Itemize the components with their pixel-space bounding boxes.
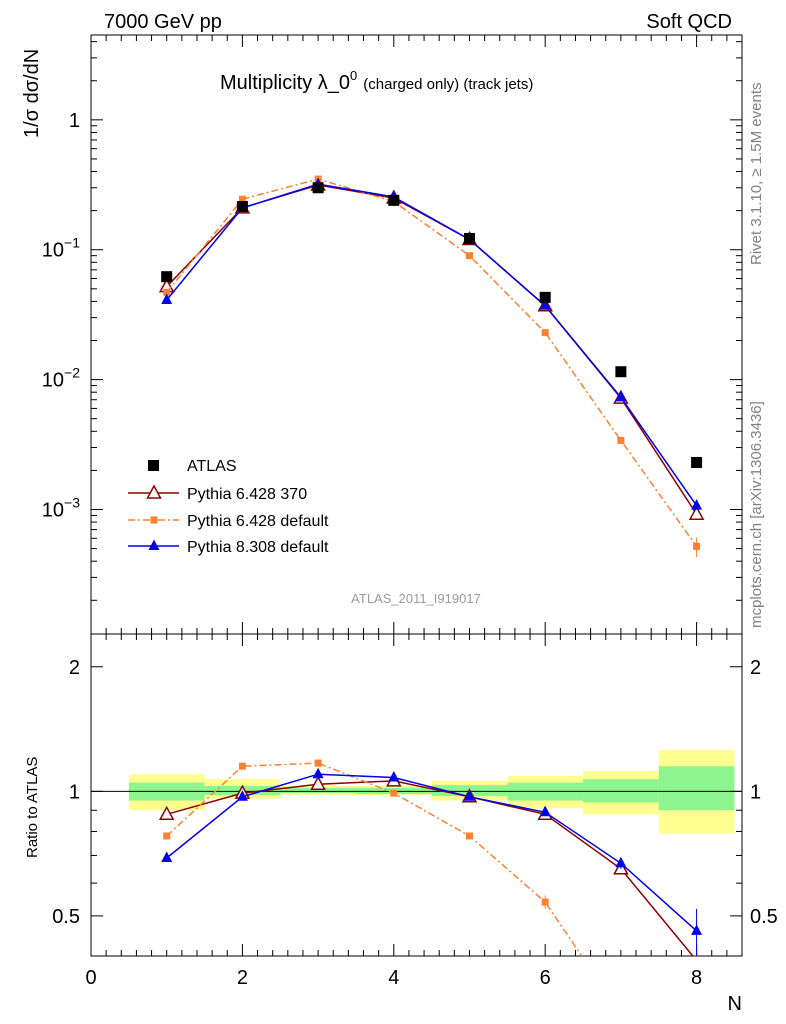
bottom-panel-frame: [90, 633, 743, 957]
point-top-p6_370: [688, 505, 705, 520]
point-top-p6_def: [163, 288, 171, 296]
point-ratio-p8_def: [161, 851, 173, 863]
legend-item-p6-370: Pythia 6.428 370: [128, 484, 307, 503]
band-inner-6: [583, 779, 659, 803]
y-tick-label-bottom-left: 1: [69, 781, 80, 803]
point-top-p6_def: [617, 436, 625, 444]
y-tick-label-bottom-right: 1: [750, 781, 761, 803]
legend-marker-atlas: [148, 460, 159, 471]
point-top-atlas: [312, 182, 324, 194]
point-ratio-p6_def: [465, 832, 473, 840]
plot-title-sup: 0: [350, 68, 357, 83]
point-ratio-p6_370: [158, 805, 175, 821]
data-series: [158, 175, 705, 956]
point-top-atlas: [236, 201, 248, 213]
point-ratio-p8_def: [388, 771, 400, 782]
x-tick-label: 8: [691, 967, 702, 989]
point-top-atlas: [388, 194, 400, 206]
point-ratio-p6_def: [238, 762, 246, 770]
point-top-p6_def: [238, 195, 246, 203]
x-axis-label: N: [728, 993, 742, 1015]
point-ratio-p6_def: [314, 759, 322, 767]
point-top-p8_def: [161, 293, 173, 305]
point-top-atlas: [615, 366, 627, 378]
axes-frame: 0 2 4 6 8 1 10−1 10−2 10−3 2 2 1 1 0.5 0.5: [42, 34, 778, 989]
legend-item-p6-default: Pythia 6.428 default: [128, 513, 329, 530]
point-ratio-p6_def: [163, 832, 171, 840]
y-tick-label-top: 1: [69, 110, 80, 132]
y-axis-label-bottom: Ratio to ATLAS: [24, 757, 41, 858]
point-ratio-p8_def: [539, 805, 551, 817]
line-ratio-p6_def: [166, 762, 583, 956]
band-inner-2: [280, 787, 356, 794]
line-top-p6_def: [166, 178, 698, 547]
point-ratio-p6_def: [390, 789, 398, 797]
legend-marker-p6-370: [146, 484, 162, 499]
y-tick-label-top: 10−3: [42, 494, 80, 521]
y-tick-label-top: 10−2: [42, 365, 80, 392]
point-top-p6_def: [541, 329, 549, 337]
legend-label-atlas: ATLAS: [187, 458, 237, 475]
line-top-p8_def: [166, 183, 698, 507]
point-ratio-p8_def: [236, 790, 248, 801]
point-top-atlas: [539, 291, 551, 303]
energy-label: 7000 GeV pp: [104, 11, 222, 33]
x-tick-label: 2: [237, 967, 248, 989]
plot-title-sub: (charged only) (track jets): [363, 76, 533, 93]
series-ratio-p8_def: [161, 767, 703, 956]
y-tick-label-top: 10−1: [42, 235, 80, 262]
series-ratio-p6_def: [163, 759, 583, 956]
legend-label-p6-370: Pythia 6.428 370: [187, 486, 307, 503]
point-top-atlas: [161, 271, 173, 283]
rivet-version-label: Rivet 3.1.10, ≥ 1.5M events: [748, 83, 765, 266]
y-tick-label-bottom-right: 0.5: [750, 906, 778, 928]
point-ratio-p8_def: [312, 767, 324, 779]
point-ratio-p8_def: [463, 790, 475, 801]
point-top-p6_def: [693, 542, 701, 550]
legend-item-atlas: ATLAS: [148, 458, 237, 475]
source-label: mcplots.cern.ch [arXiv:1306.3436]: [748, 401, 765, 628]
y-axis-label-top: 1/σ dσ/dN: [21, 49, 43, 138]
point-top-atlas: [463, 233, 475, 245]
legend-label-p6-default: Pythia 6.428 default: [187, 513, 329, 530]
series-p8_def: [161, 177, 703, 510]
point-ratio-p8_def: [615, 856, 627, 868]
point-top-p8_def: [691, 499, 703, 510]
y-tick-label-bottom-right: 2: [750, 657, 761, 679]
point-ratio-p6_def: [541, 898, 549, 906]
point-top-atlas: [691, 457, 703, 469]
line-top-p6_370: [166, 184, 698, 515]
plot-title-main: Multiplicity λ_0: [220, 72, 350, 94]
y-tick-label-bottom-left: 0.5: [52, 906, 80, 928]
x-tick-label: 4: [388, 967, 399, 989]
band-inner-7: [658, 766, 735, 811]
series-p6_370: [158, 176, 705, 520]
point-top-p8_def: [539, 299, 551, 310]
point-ratio-p8_def: [691, 924, 703, 935]
analysis-id-label: ATLAS_2011_I919017: [351, 591, 481, 606]
legend-marker-p6-default: [150, 516, 158, 524]
plot-title: Multiplicity λ_00 (charged only) (track j…: [220, 68, 533, 94]
y-tick-label-bottom-left: 2: [69, 657, 80, 679]
point-top-p6_def: [465, 252, 473, 260]
line-ratio-p6_370: [166, 780, 694, 956]
legend-item-p8-default: Pythia 8.308 default: [128, 539, 329, 556]
legend-marker-p8-default: [148, 539, 160, 550]
x-tick-label: 6: [540, 967, 551, 989]
process-label: Soft QCD: [646, 11, 732, 33]
series-atlas: [161, 182, 703, 469]
legend-label-p8-default: Pythia 8.308 default: [187, 539, 329, 556]
legend: ATLAS Pythia 6.428 370 Pythia 6.428 defa…: [128, 458, 329, 556]
point-ratio-p6_370: [310, 775, 326, 791]
point-top-p8_def: [615, 390, 627, 402]
line-ratio-p8_def: [166, 773, 698, 932]
x-tick-label: 0: [85, 967, 96, 989]
